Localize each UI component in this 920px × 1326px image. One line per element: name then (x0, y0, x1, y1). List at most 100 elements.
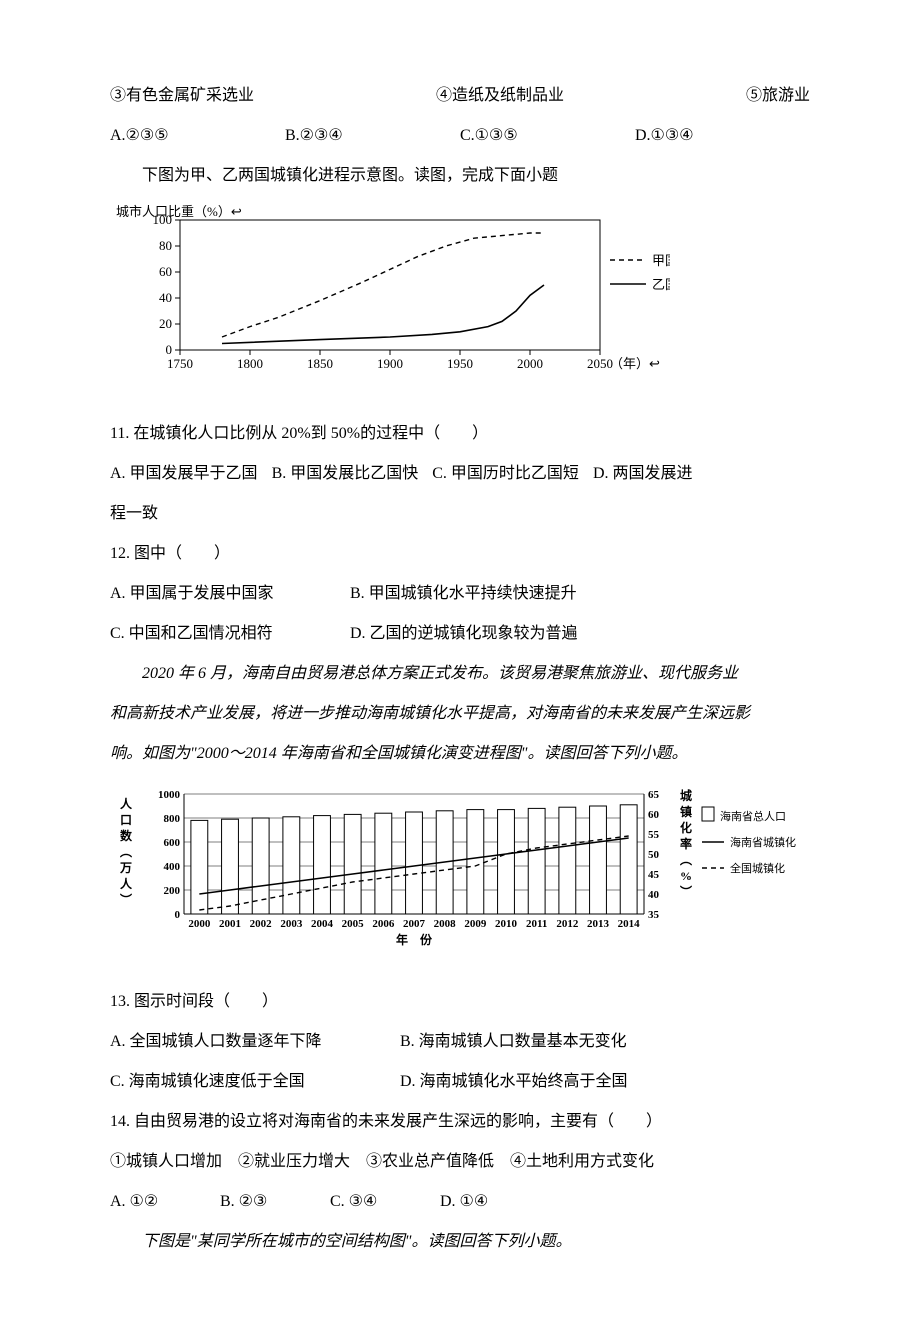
svg-text:400: 400 (164, 861, 181, 873)
q12-B: B. 甲国城镇化水平持续快速提升 (350, 578, 577, 610)
q12-row1: A. 甲国属于发展中国家 B. 甲国城镇化水平持续快速提升 (110, 578, 810, 610)
svg-text:2012: 2012 (556, 918, 579, 930)
svg-text:口: 口 (120, 813, 132, 827)
opt-D: D.①③④ (635, 120, 810, 152)
svg-text:2000: 2000 (188, 918, 211, 930)
q14-line2: ①城镇人口增加 ②就业压力增大 ③农业总产值降低 ④土地利用方式变化 (110, 1146, 810, 1178)
svg-text:200: 200 (164, 885, 181, 897)
svg-text:︵: ︵ (119, 845, 133, 859)
svg-text:人: 人 (120, 876, 133, 891)
svg-text:万: 万 (119, 861, 132, 875)
q12-stem: 12. 图中（ ） (110, 538, 810, 570)
svg-text:600: 600 (164, 837, 181, 849)
intro-2b: 和高新技术产业发展，将进一步推动海南城镇化水平提高，对海南省的未来发展产生深远影 (110, 698, 810, 730)
top-items-row: ③有色金属矿采选业 ④造纸及纸制品业 ⑤旅游业 (110, 80, 810, 112)
item-5: ⑤旅游业 (746, 80, 810, 112)
svg-text:0: 0 (175, 909, 181, 921)
q13-D: D. 海南城镇化水平始终高于全国 (400, 1066, 628, 1098)
item-4: ④造纸及纸制品业 (436, 80, 564, 112)
q11-D-pre: D. 两国发展进 (593, 458, 693, 490)
chart-1-svg: 城市人口比重（%）↩ 0 20 40 60 80 100 1750 1800 1850 1900 19… (110, 202, 670, 402)
q12-A: A. 甲国属于发展中国家 (110, 578, 350, 610)
q13-C: C. 海南城镇化速度低于全国 (110, 1066, 400, 1098)
svg-text:50: 50 (648, 849, 660, 861)
svg-text:︵: ︵ (679, 853, 693, 867)
svg-text:%: % (680, 869, 692, 883)
svg-text:2005: 2005 (342, 918, 365, 930)
q11-A: A. 甲国发展早于乙国 (110, 458, 258, 490)
chart-2-svg: 人口数︵万人︶城镇化率︵%︶02004006008001000354045505… (110, 780, 810, 970)
svg-text:（年）↩: （年）↩ (610, 356, 660, 371)
svg-text:年 份: 年 份 (396, 932, 433, 947)
svg-text:1950: 1950 (447, 356, 473, 371)
q13-row2: C. 海南城镇化速度低于全国 D. 海南城镇化水平始终高于全国 (110, 1066, 810, 1098)
q14-opts: A. ①② B. ②③ C. ③④ D. ①④ (110, 1186, 810, 1218)
q13-B: B. 海南城镇人口数量基本无变化 (400, 1026, 627, 1058)
svg-text:︶: ︶ (679, 884, 693, 899)
q11-opts-line1: A. 甲国发展早于乙国 B. 甲国发展比乙国快 C. 甲国历时比乙国短 D. 两… (110, 458, 810, 490)
svg-text:2009: 2009 (464, 918, 487, 930)
svg-text:数: 数 (120, 828, 133, 843)
svg-text:2003: 2003 (280, 918, 303, 930)
svg-text:2013: 2013 (587, 918, 610, 930)
q11-D-cont: 程一致 (110, 498, 810, 530)
svg-text:2001: 2001 (219, 918, 241, 930)
intro-2c: 响。如图为"2000～2014 年海南省和全国城镇化演变进程图"。读图回答下列小… (110, 738, 810, 770)
top-options-row: A.②③⑤ B.②③④ C.①③⑤ D.①③④ (110, 120, 810, 152)
svg-text:60: 60 (648, 809, 660, 821)
svg-text:1850: 1850 (307, 356, 333, 371)
opt-B: B.②③④ (285, 120, 460, 152)
intro-1: 下图为甲、乙两国城镇化进程示意图。读图，完成下面小题 (110, 160, 810, 192)
svg-text:2000: 2000 (517, 356, 543, 371)
svg-text:2006: 2006 (372, 918, 395, 930)
svg-text:2010: 2010 (495, 918, 518, 930)
svg-text:︶: ︶ (119, 892, 133, 907)
svg-text:乙国↩: 乙国↩ (652, 277, 670, 292)
svg-text:2002: 2002 (250, 918, 273, 930)
q14-A: A. ①② (110, 1186, 220, 1218)
svg-text:1750: 1750 (167, 356, 193, 371)
svg-text:人: 人 (120, 796, 133, 811)
q13-stem: 13. 图示时间段（ ） (110, 986, 810, 1018)
q13-row1: A. 全国城镇人口数量逐年下降 B. 海南城镇人口数量基本无变化 (110, 1026, 810, 1058)
svg-text:海南省城镇化: 海南省城镇化 (730, 835, 796, 849)
q12-C: C. 中国和乙国情况相符 (110, 618, 350, 650)
opt-C: C.①③⑤ (460, 120, 635, 152)
svg-text:海南省总人口: 海南省总人口 (720, 809, 786, 823)
svg-text:2007: 2007 (403, 918, 426, 930)
svg-text:40: 40 (159, 290, 172, 305)
svg-text:2011: 2011 (526, 918, 547, 930)
svg-text:35: 35 (648, 909, 660, 921)
chart-1: 城市人口比重（%）↩ 0 20 40 60 80 100 1750 1800 1850 1900 19… (110, 202, 810, 402)
svg-text:0: 0 (166, 342, 173, 357)
svg-text:60: 60 (159, 264, 172, 279)
opt-A: A.②③⑤ (110, 120, 285, 152)
svg-text:800: 800 (164, 813, 181, 825)
svg-text:甲国↩: 甲国↩ (652, 253, 670, 268)
q11-B: B. 甲国发展比乙国快 (272, 458, 419, 490)
svg-text:55: 55 (648, 829, 660, 841)
q12-row2: C. 中国和乙国情况相符 D. 乙国的逆城镇化现象较为普遍 (110, 618, 810, 650)
svg-text:2008: 2008 (434, 918, 457, 930)
svg-text:20: 20 (159, 316, 172, 331)
svg-text:率: 率 (680, 836, 692, 851)
intro-3: 下图是"某同学所在城市的空间结构图"。读图回答下列小题。 (110, 1226, 810, 1258)
svg-text:1800: 1800 (237, 356, 263, 371)
svg-text:1900: 1900 (377, 356, 403, 371)
svg-text:镇: 镇 (680, 804, 692, 819)
q14-D: D. ①④ (440, 1186, 488, 1218)
svg-text:城: 城 (680, 788, 692, 803)
svg-text:100: 100 (153, 212, 173, 227)
q12-D: D. 乙国的逆城镇化现象较为普遍 (350, 618, 578, 650)
q11-stem: 11. 在城镇化人口比例从 20%到 50%的过程中（ ） (110, 418, 810, 450)
q14-stem: 14. 自由贸易港的设立将对海南省的未来发展产生深远的影响，主要有（ ） (110, 1106, 810, 1138)
svg-text:40: 40 (648, 889, 660, 901)
svg-text:全国城镇化: 全国城镇化 (730, 861, 785, 875)
q13-A: A. 全国城镇人口数量逐年下降 (110, 1026, 400, 1058)
svg-text:2004: 2004 (311, 918, 334, 930)
svg-text:城市人口比重（%）↩: 城市人口比重（%）↩ (116, 204, 242, 219)
svg-text:1000: 1000 (158, 789, 181, 801)
svg-text:80: 80 (159, 238, 172, 253)
chart-2: 人口数︵万人︶城镇化率︵%︶02004006008001000354045505… (110, 780, 810, 970)
item-3: ③有色金属矿采选业 (110, 80, 254, 112)
